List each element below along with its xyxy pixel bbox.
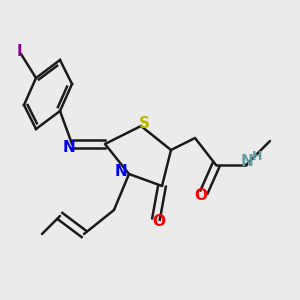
Text: O: O <box>194 188 208 202</box>
Text: I: I <box>17 44 22 59</box>
Text: N: N <box>241 154 254 169</box>
Text: N: N <box>63 140 75 154</box>
Text: O: O <box>152 214 166 230</box>
Text: S: S <box>139 116 149 130</box>
Text: H: H <box>252 149 262 163</box>
Text: N: N <box>115 164 128 178</box>
